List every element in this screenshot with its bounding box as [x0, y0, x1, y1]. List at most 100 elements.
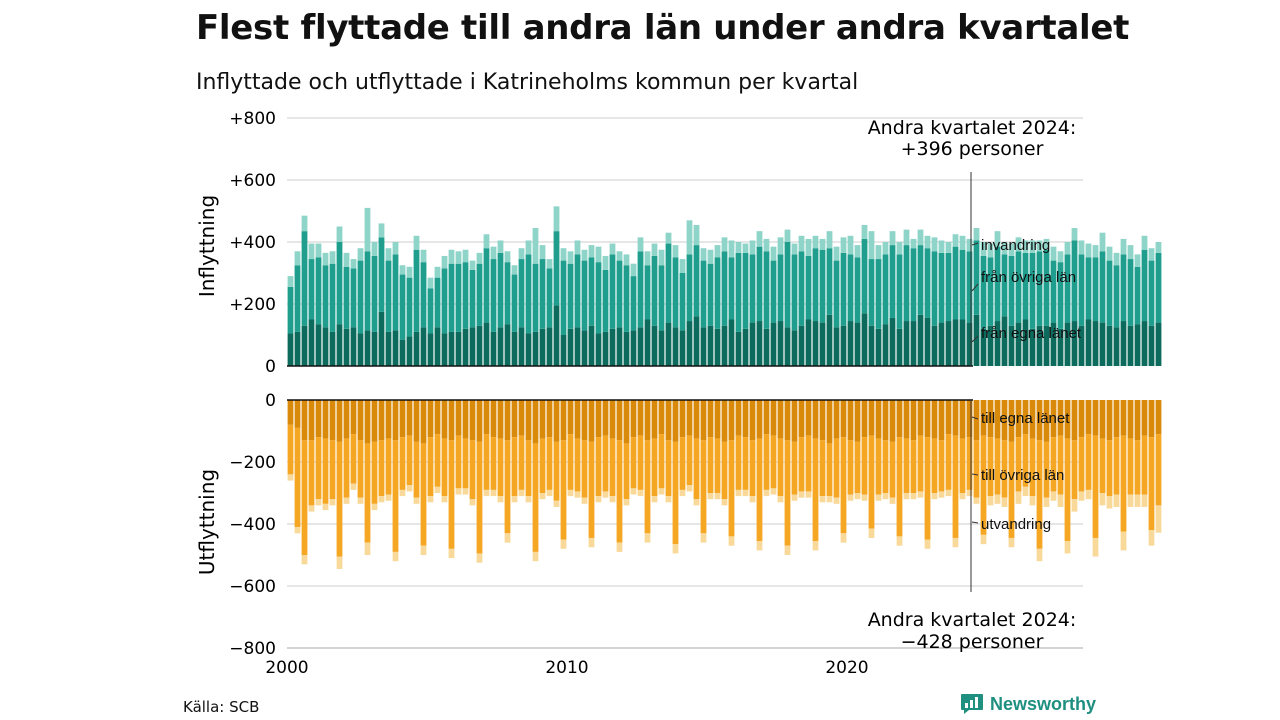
bar-segment — [784, 440, 791, 546]
bar-segment — [623, 265, 630, 332]
bar-segment — [763, 400, 770, 435]
bar-segment — [490, 331, 497, 366]
bar-segment — [567, 400, 574, 435]
bar-segment — [1043, 400, 1050, 442]
bar-segment — [490, 400, 497, 438]
bar-segment — [602, 400, 609, 436]
bar-segment — [1134, 440, 1141, 495]
bar-segment — [469, 400, 476, 441]
bar-segment — [539, 438, 546, 493]
bar-segment — [952, 234, 959, 247]
bar-segment — [1015, 437, 1022, 492]
bar-segment — [1092, 400, 1099, 436]
bar-segment — [882, 324, 889, 366]
bar-segment — [532, 331, 539, 366]
bar-segment — [910, 440, 917, 493]
bar-segment — [329, 251, 336, 264]
bar-segment — [826, 443, 833, 497]
bar-segment — [952, 435, 959, 538]
bar-segment — [1148, 530, 1155, 546]
bar-segment — [994, 494, 1001, 504]
bar-segment — [882, 493, 889, 500]
bar-segment — [357, 497, 364, 504]
bar-segment — [651, 496, 658, 503]
bar-segment — [1106, 496, 1113, 509]
bar-segment — [798, 251, 805, 326]
bar-segment — [371, 441, 378, 504]
bar-segment — [462, 249, 469, 263]
bar-segment — [819, 238, 826, 250]
bar-segment — [294, 427, 301, 528]
bar-segment — [1001, 316, 1008, 366]
bar-segment — [938, 240, 945, 253]
bar-segment — [994, 246, 1001, 322]
bars-inflyttning — [287, 206, 1162, 366]
bar-segment — [756, 438, 763, 542]
bar-segment — [945, 321, 952, 366]
bar-segment — [343, 328, 350, 366]
bar-segment — [861, 494, 868, 501]
bar-segment — [770, 400, 777, 436]
bar-segment — [826, 314, 833, 366]
bar-segment — [1127, 400, 1134, 439]
bar-segment — [602, 255, 609, 270]
bar-segment — [616, 440, 623, 543]
bar-segment — [392, 254, 399, 331]
bar-segment — [350, 434, 357, 484]
bar-segment — [399, 265, 406, 275]
bar-segment — [728, 319, 735, 366]
bar-segment — [406, 336, 413, 366]
bar-segment — [1127, 259, 1134, 326]
bar-segment — [973, 440, 980, 498]
bar-segment — [343, 266, 350, 329]
bar-segment — [336, 242, 343, 325]
series-label-invandring: invandring — [981, 237, 1050, 254]
bar-segment — [441, 400, 448, 439]
ytick-label: 0 — [265, 391, 276, 411]
bar-segment — [959, 235, 966, 250]
bar-segment — [336, 441, 343, 557]
bar-segment — [1022, 319, 1029, 366]
bar-segment — [854, 322, 861, 366]
bar-segment — [1015, 400, 1022, 438]
bar-segment — [1015, 491, 1022, 504]
bar-segment — [322, 265, 329, 328]
bar-segment — [553, 500, 560, 507]
bar-segment — [1155, 434, 1162, 506]
bar-segment — [875, 494, 882, 501]
bar-segment — [434, 400, 441, 435]
bar-segment — [840, 533, 847, 543]
bar-segment — [791, 441, 798, 495]
bar-segment — [343, 438, 350, 498]
bar-segment — [910, 248, 917, 322]
bar-segment — [777, 237, 784, 255]
bar-segment — [588, 400, 595, 442]
bar-segment — [1134, 324, 1141, 366]
bar-segment — [609, 243, 616, 255]
bar-segment — [378, 400, 385, 441]
bar-segment — [791, 494, 798, 501]
bar-segment — [1113, 494, 1120, 507]
bar-segment — [609, 328, 616, 366]
bar-segment — [1113, 265, 1120, 328]
bar-segment — [735, 435, 742, 490]
bar-segment — [574, 327, 581, 366]
bar-segment — [301, 400, 308, 441]
bar-segment — [644, 319, 651, 366]
bar-segment — [609, 438, 616, 497]
bar-segment — [1022, 240, 1029, 253]
bar-segment — [1134, 494, 1141, 507]
bar-segment — [847, 254, 854, 322]
bar-segment — [623, 331, 630, 366]
bar-segment — [924, 539, 931, 549]
bar-segment — [924, 235, 931, 249]
bar-segment — [581, 440, 588, 498]
bar-segment — [1134, 266, 1141, 325]
bar-segment — [490, 246, 497, 260]
bar-segment — [847, 235, 854, 255]
bar-segment — [1050, 437, 1057, 492]
bar-segment — [525, 333, 532, 366]
bar-segment — [917, 245, 924, 315]
bar-segment — [504, 533, 511, 543]
bar-segment — [399, 400, 406, 438]
